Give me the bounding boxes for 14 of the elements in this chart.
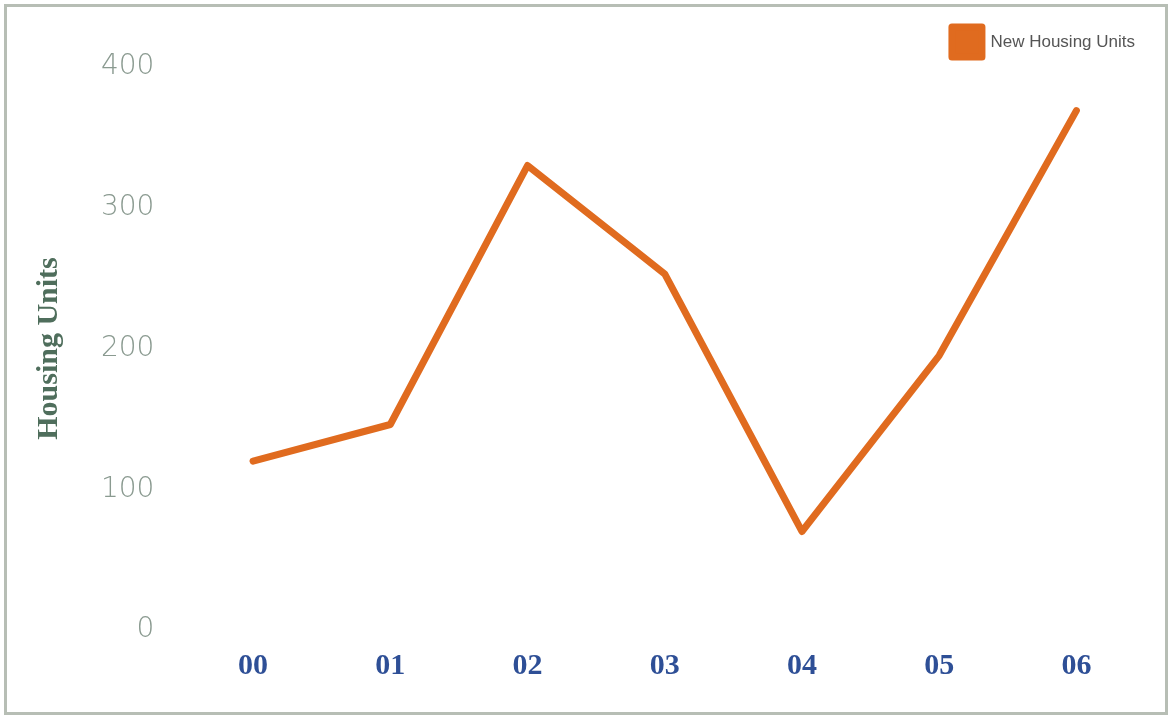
- x-tick-label: 04: [786, 646, 817, 680]
- x-tick-label: 03: [649, 646, 680, 680]
- x-tick-label: 06: [1061, 646, 1092, 680]
- x-tick-label: 01: [375, 646, 406, 680]
- y-tick-label: 300: [100, 189, 155, 223]
- x-tick-label: 00: [238, 646, 269, 680]
- y-tick-label: 0: [136, 611, 155, 645]
- y-tick-label: 100: [100, 470, 155, 504]
- legend-label: New Housing Units: [990, 31, 1135, 51]
- x-tick-label: 02: [512, 646, 543, 680]
- y-tick-label: 200: [100, 329, 155, 363]
- y-axis-title: Housing Units: [29, 257, 63, 440]
- x-tick-label: 05: [924, 646, 955, 680]
- y-tick-label: 400: [100, 48, 155, 82]
